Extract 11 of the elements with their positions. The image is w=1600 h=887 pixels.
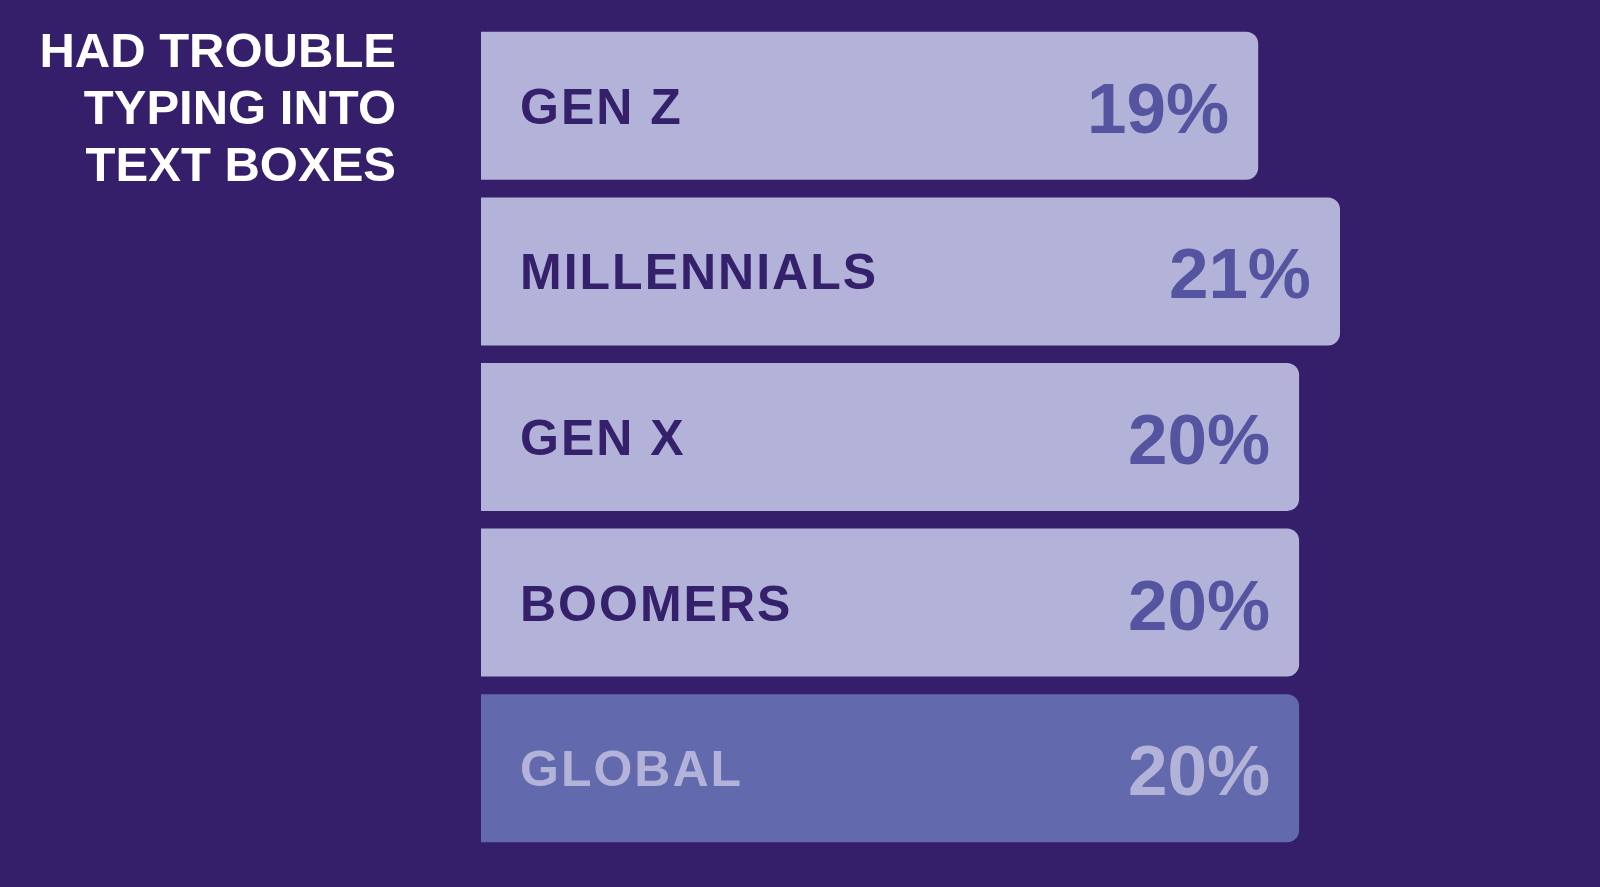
y-tick-label: BOOMERS	[520, 575, 793, 632]
text: HAD TROUBLE TYPING INTO TEXT BOXES	[38, 22, 396, 193]
y-tick-label: GEN Z	[520, 78, 683, 135]
data-label: 20%	[1127, 400, 1271, 479]
data-label: 21%	[1168, 234, 1311, 314]
y-tick-label: GEN X	[520, 410, 686, 466]
data-label: 20%	[1127, 731, 1271, 811]
y-tick-label: MILLENNIALS	[520, 244, 879, 301]
data-label: 19%	[1087, 68, 1230, 148]
y-tick-label: GLOBAL	[520, 741, 744, 798]
data-label: 20%	[1127, 565, 1271, 645]
